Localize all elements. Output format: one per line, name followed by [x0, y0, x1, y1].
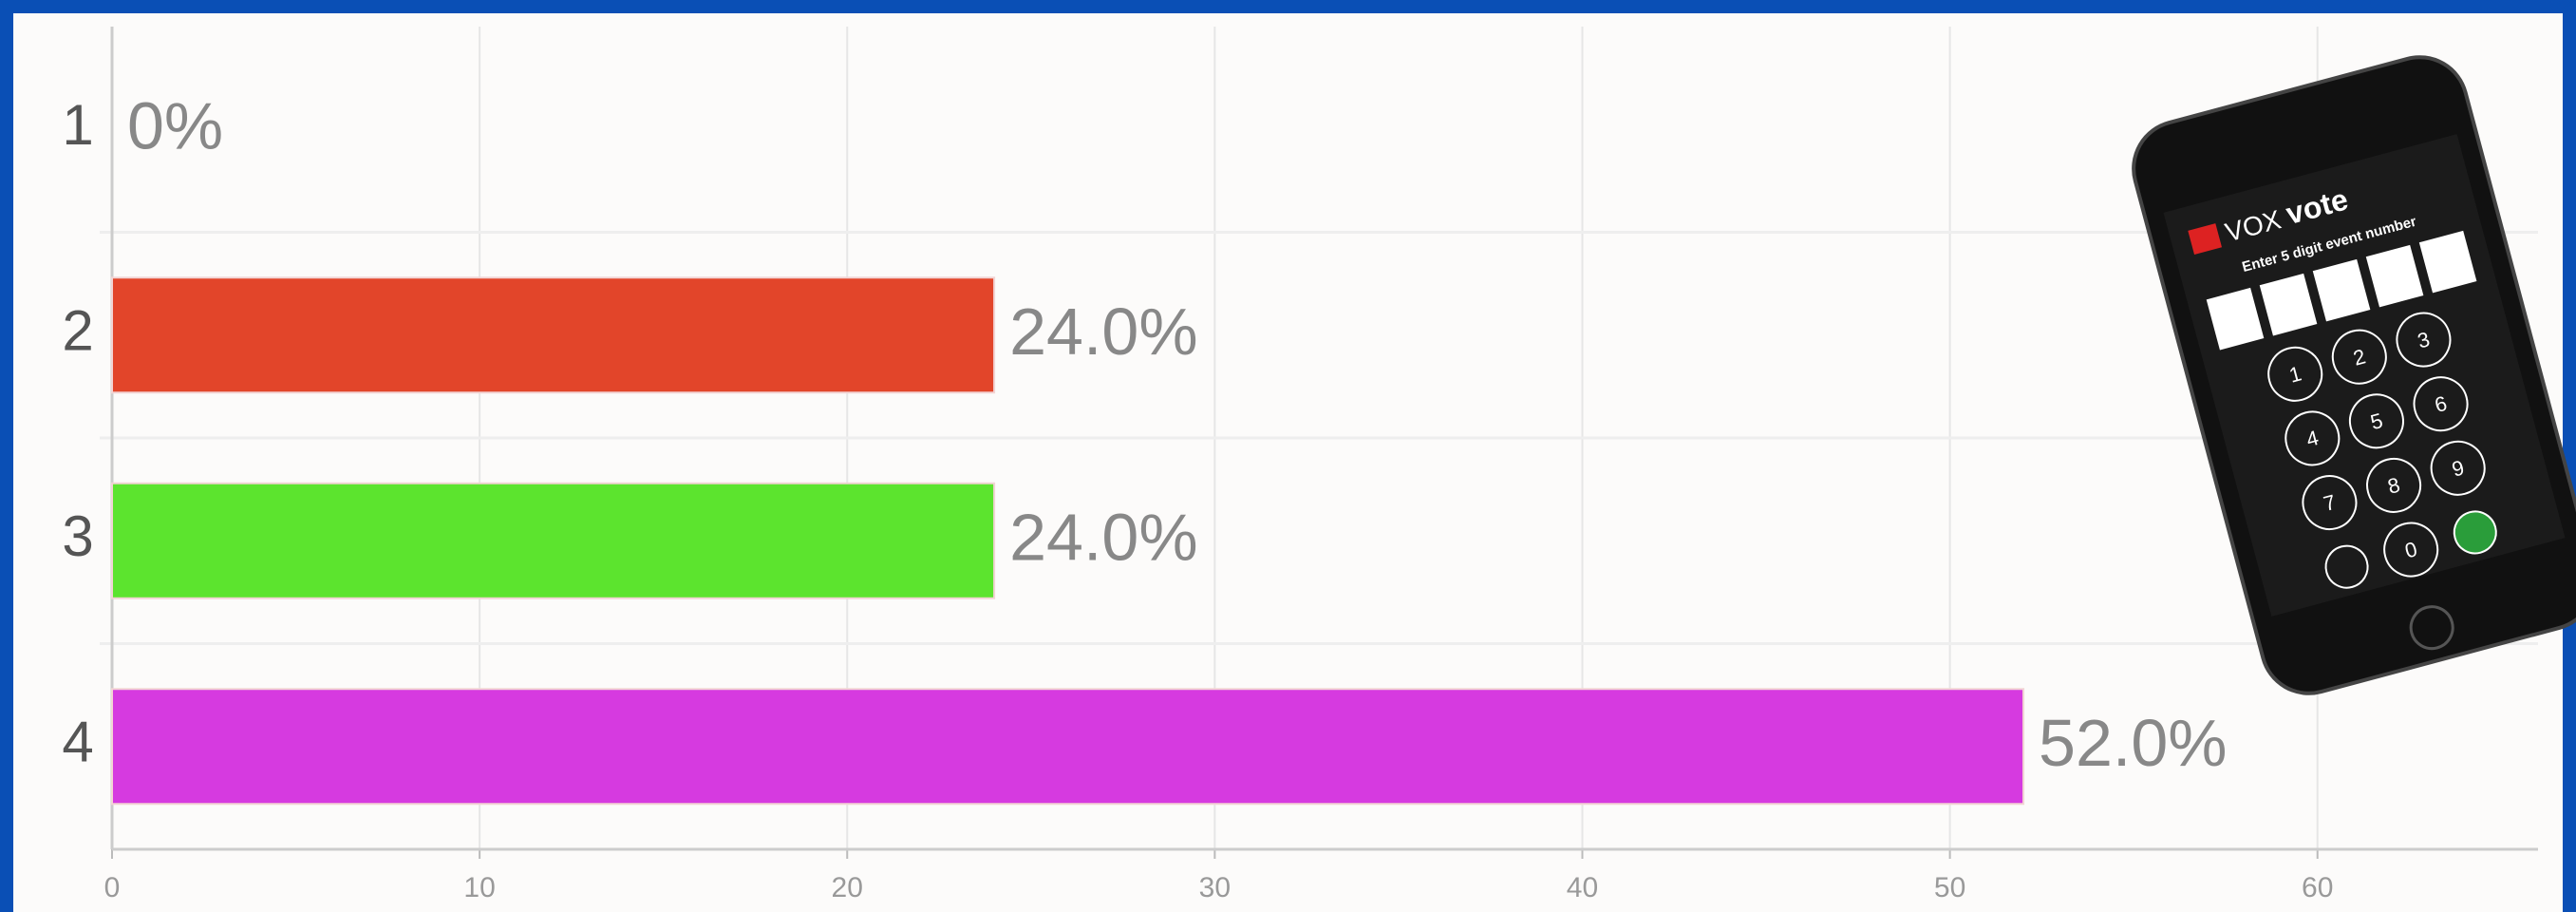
value-label: 24.0% [1009, 294, 1197, 369]
bar [112, 277, 994, 392]
value-label: 52.0% [2039, 706, 2227, 780]
x-tick-label: 60 [2302, 872, 2333, 903]
bar [112, 484, 994, 598]
value-label: 0% [127, 89, 223, 163]
x-tick-label: 10 [463, 872, 495, 903]
chart: 010203040506010%224.0%324.0%452.0% VOX v… [0, 0, 2576, 912]
x-tick-label: 0 [104, 872, 121, 903]
x-tick-label: 30 [1199, 872, 1231, 903]
y-tick-label: 1 [62, 93, 93, 157]
value-label: 24.0% [1009, 501, 1197, 575]
y-tick-label: 3 [62, 504, 93, 568]
x-tick-label: 50 [1934, 872, 1965, 903]
bar [112, 689, 2023, 804]
y-tick-label: 2 [62, 299, 93, 363]
y-tick-label: 4 [62, 711, 93, 774]
page: {"chart_data": {"type": "hbar", "categor… [0, 0, 2576, 912]
x-tick-label: 40 [1567, 872, 1598, 903]
x-tick-label: 20 [832, 872, 863, 903]
